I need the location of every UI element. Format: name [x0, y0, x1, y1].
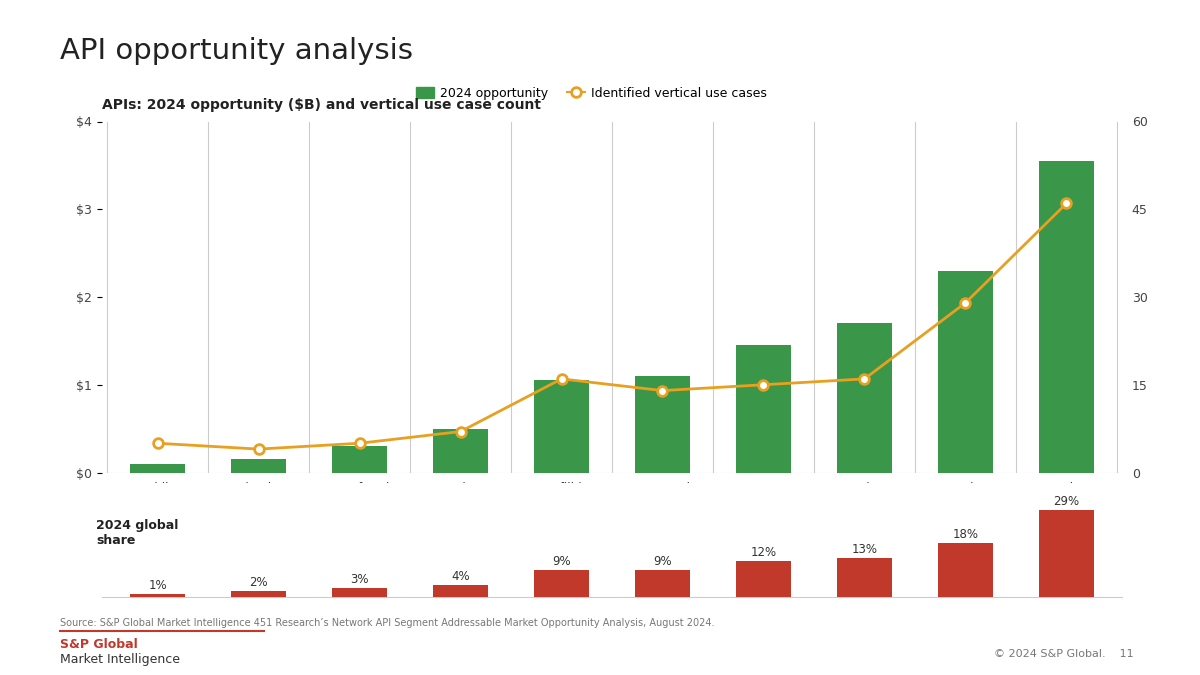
Legend: 2024 opportunity, Identified vertical use cases: 2024 opportunity, Identified vertical us…	[412, 82, 772, 105]
Bar	[433, 585, 488, 597]
Bar	[836, 323, 893, 472]
Text: 9%: 9%	[552, 555, 571, 568]
Text: 9%: 9%	[653, 555, 672, 568]
Bar	[130, 464, 185, 472]
Text: 2%: 2%	[250, 576, 268, 589]
Text: 1%: 1%	[149, 579, 167, 592]
Bar	[331, 589, 388, 597]
Text: APIs: 2024 opportunity ($B) and vertical use case count: APIs: 2024 opportunity ($B) and vertical…	[102, 98, 541, 112]
Text: 18%: 18%	[953, 528, 978, 541]
Bar	[230, 460, 287, 472]
Bar	[1039, 510, 1094, 597]
Bar	[836, 558, 893, 597]
Text: 4%: 4%	[451, 570, 470, 583]
Text: API opportunity analysis: API opportunity analysis	[60, 37, 413, 65]
Text: © 2024 S&P Global.    11: © 2024 S&P Global. 11	[995, 649, 1134, 659]
Bar	[937, 271, 994, 472]
Text: 3%: 3%	[350, 573, 368, 586]
Bar	[130, 595, 185, 597]
Text: 13%: 13%	[852, 543, 877, 556]
Bar	[635, 376, 690, 472]
Text: S&P Global: S&P Global	[60, 638, 138, 651]
Bar	[433, 429, 488, 472]
Text: Market Intelligence: Market Intelligence	[60, 653, 180, 666]
Bar	[534, 381, 589, 472]
Bar	[331, 446, 388, 472]
Text: Source: S&P Global Market Intelligence 451 Research’s Network API Segment Addres: Source: S&P Global Market Intelligence 4…	[60, 618, 714, 628]
Bar	[1039, 161, 1094, 472]
Bar	[736, 346, 791, 472]
Bar	[230, 591, 287, 597]
Bar	[736, 561, 791, 597]
Text: 12%: 12%	[750, 546, 776, 559]
Text: 29%: 29%	[1054, 495, 1080, 508]
Bar	[635, 570, 690, 597]
Bar	[534, 570, 589, 597]
Text: 2024 global
share: 2024 global share	[96, 519, 179, 547]
Bar	[937, 543, 994, 597]
